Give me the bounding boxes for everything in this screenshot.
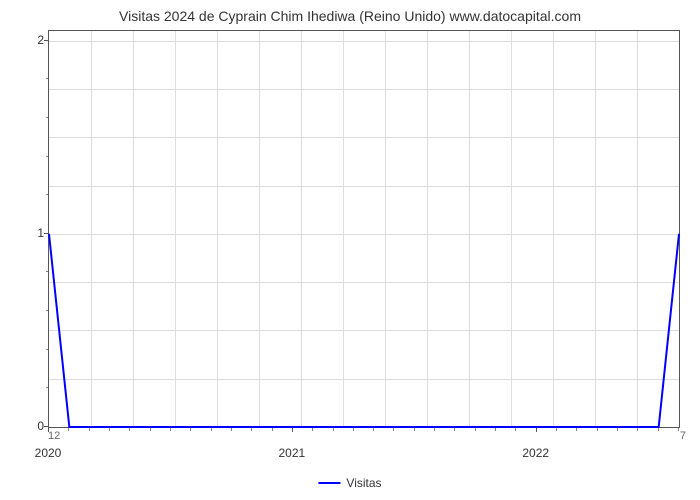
x-tick-label: 2022 <box>522 446 549 460</box>
x-minor-tick <box>150 428 151 431</box>
x-minor-tick <box>272 428 273 431</box>
y-tick <box>44 40 48 41</box>
y-minor-tick <box>46 387 48 388</box>
x-minor-tick <box>251 428 252 431</box>
x-minor-tick <box>434 428 435 431</box>
x-minor-tick <box>597 428 598 431</box>
x-minor-tick <box>637 428 638 431</box>
y-minor-tick <box>46 156 48 157</box>
y-tick <box>44 233 48 234</box>
y-minor-tick <box>46 117 48 118</box>
x-minor-tick <box>211 428 212 431</box>
chart-title: Visitas 2024 de Cyprain Chim Ihediwa (Re… <box>0 0 700 24</box>
y-tick-label: 0 <box>24 419 44 433</box>
x-minor-tick <box>495 428 496 431</box>
y-minor-tick <box>46 310 48 311</box>
y-minor-tick <box>46 271 48 272</box>
x-tick-label: 2020 <box>35 446 62 460</box>
x-minor-tick <box>678 428 679 431</box>
x-minor-tick <box>515 428 516 431</box>
x-tick <box>292 428 293 432</box>
plot-area <box>48 30 680 428</box>
legend-swatch <box>318 482 340 484</box>
x-minor-tick <box>373 428 374 431</box>
secondary-right-label: 7 <box>680 430 686 442</box>
x-minor-tick <box>333 428 334 431</box>
legend-label: Visitas <box>346 476 381 490</box>
y-tick <box>44 426 48 427</box>
legend: Visitas <box>318 476 381 490</box>
secondary-left-label: 12 <box>48 430 60 442</box>
x-minor-tick <box>353 428 354 431</box>
y-minor-tick <box>46 194 48 195</box>
x-tick-label: 2021 <box>279 446 306 460</box>
x-minor-tick <box>312 428 313 431</box>
x-tick <box>536 428 537 432</box>
x-minor-tick <box>454 428 455 431</box>
x-minor-tick <box>231 428 232 431</box>
x-minor-tick <box>170 428 171 431</box>
x-minor-tick <box>89 428 90 431</box>
x-minor-tick <box>556 428 557 431</box>
x-minor-tick <box>109 428 110 431</box>
x-minor-tick <box>617 428 618 431</box>
x-minor-tick <box>68 428 69 431</box>
x-minor-tick <box>129 428 130 431</box>
x-minor-tick <box>658 428 659 431</box>
x-minor-tick <box>576 428 577 431</box>
x-minor-tick <box>393 428 394 431</box>
x-minor-tick <box>190 428 191 431</box>
x-minor-tick <box>475 428 476 431</box>
y-tick-label: 2 <box>24 33 44 47</box>
y-minor-tick <box>46 78 48 79</box>
y-minor-tick <box>46 349 48 350</box>
y-tick-label: 1 <box>24 226 44 240</box>
line-series <box>49 31 679 427</box>
chart-container: Visitas 2024 de Cyprain Chim Ihediwa (Re… <box>0 0 700 500</box>
x-minor-tick <box>414 428 415 431</box>
